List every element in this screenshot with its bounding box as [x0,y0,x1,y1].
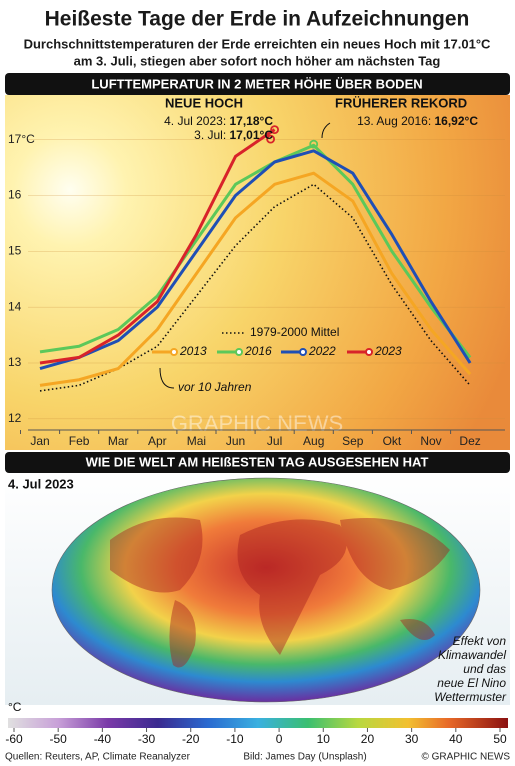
annotation: 13. Aug 2016: 16,92°C [357,114,478,128]
x-tick-label: Okt [383,434,402,448]
colorbar-unit: °C [8,700,22,714]
map-note: und das [463,662,506,676]
world-map [51,477,481,703]
subtitle: am 3. Juli, stiegen aber sofort noch höh… [74,53,441,68]
annotation-value: 17,01°C [230,128,274,142]
y-tick-label: 16 [8,188,22,202]
legend-dot [365,348,373,356]
x-tick-label: Jun [226,434,245,448]
x-tick-label: Mar [108,434,129,448]
x-tick-label: Dez [459,434,480,448]
section-title: LUFTTEMPERATUR IN 2 METER HÖHE ÜBER BODE… [91,76,422,91]
section-bar [5,452,510,473]
title: Heißeste Tage der Erde in Aufzeichnungen [45,8,470,31]
note: vor 10 Jahren [178,380,252,394]
legend-dot [299,348,307,356]
y-tick-label: 17°C [8,132,35,146]
sources: Quellen: Reuters, AP, Climate Reanalyzer [5,752,191,763]
map-note: Klimawandel [438,648,506,662]
colorbar-tick-label: -40 [94,732,112,746]
annotation-heading: NEUE HOCH [165,95,243,110]
annotation-text: 13. Aug 2016: [357,114,431,128]
y-tick-label: 14 [8,299,22,313]
colorbar-tick-label: 0 [276,732,283,746]
colorbar-tick-label: -20 [182,732,200,746]
colorbar-tick-label: -30 [138,732,156,746]
colorbar-tick-label: -10 [226,732,244,746]
colorbar-tick-label: -50 [50,732,68,746]
note-arrow [159,367,175,389]
legend-label: 2023 [374,344,402,358]
map-note: neue El Nino [437,676,506,690]
x-tick-label: Feb [69,434,90,448]
colorbar-tick-label: 30 [405,732,419,746]
annotation-value: 16,92°C [435,114,479,128]
image-credit: Bild: James Day (Unsplash) [243,752,366,763]
colorbar-tick-label: 20 [361,732,375,746]
series-line [39,128,276,365]
x-tick-label: Jan [30,434,49,448]
copyright: © GRAPHIC NEWS [422,752,511,763]
colorbar-tick-label: 10 [317,732,331,746]
y-tick-label: 13 [8,355,22,369]
series-line [39,171,472,387]
series-line [39,149,472,371]
x-tick-label: Nov [420,434,441,448]
colorbar-ticks: -60 -50 -40 -30 -20 -10 0 10 20 30 40 50 [5,728,507,746]
x-tick-label: Sep [342,434,364,448]
watermark: GRAPHIC NEWS [171,411,343,436]
x-tick-label: Aug [303,434,324,448]
series-line [39,143,472,359]
x-tick-label: Mai [187,434,206,448]
annotation-marker [266,134,276,144]
x-tick-label: Jul [267,434,282,448]
section-title: WIE DIE WELT AM HEIßESTEN TAG AUSGESEHEN… [86,454,429,469]
continents [110,517,450,668]
legend-label: 2022 [308,344,336,358]
annotation-marker [309,139,319,149]
subtitle: Durchschnittstemperaturen der Erde errei… [24,36,491,51]
annotation-text: 4. Jul 2023: [164,114,226,128]
legend-dot [170,348,178,356]
legend-label: 2013 [179,344,207,358]
annotation: 3. Jul: 17,01°C [194,128,273,142]
section-bar [5,73,510,95]
annotation-arrow [321,122,331,139]
annotation: 4. Jul 2023: 17,18°C [164,114,273,128]
annotation-heading: FRÜHERER REKORD [335,95,467,110]
colorbar-tick-label: 50 [493,732,507,746]
y-tick-label: 15 [8,244,22,258]
map-date: 4. Jul 2023 [8,476,74,491]
x-tick-label: Apr [148,434,167,448]
annotation-value: 17,18°C [230,114,274,128]
colorbar [8,718,508,728]
colorbar-tick-label: -60 [5,732,23,746]
legend-label: 1979-2000 Mittel [250,325,339,339]
annotation-marker [270,125,280,135]
map-note: Wettermuster [434,690,507,704]
annotation-text: 3. Jul: [194,128,226,142]
legend-dot [235,348,243,356]
legend-label: 2016 [244,344,272,358]
y-tick-label: 12 [8,411,22,425]
chart-background [5,95,510,450]
plot: GRAPHIC NEWS 12 13 14 15 16 17°C Jan Feb Mar Apr Ma… [8,95,505,448]
colorbar-tick-label: 40 [449,732,463,746]
map-note: Effekt von [453,634,507,648]
